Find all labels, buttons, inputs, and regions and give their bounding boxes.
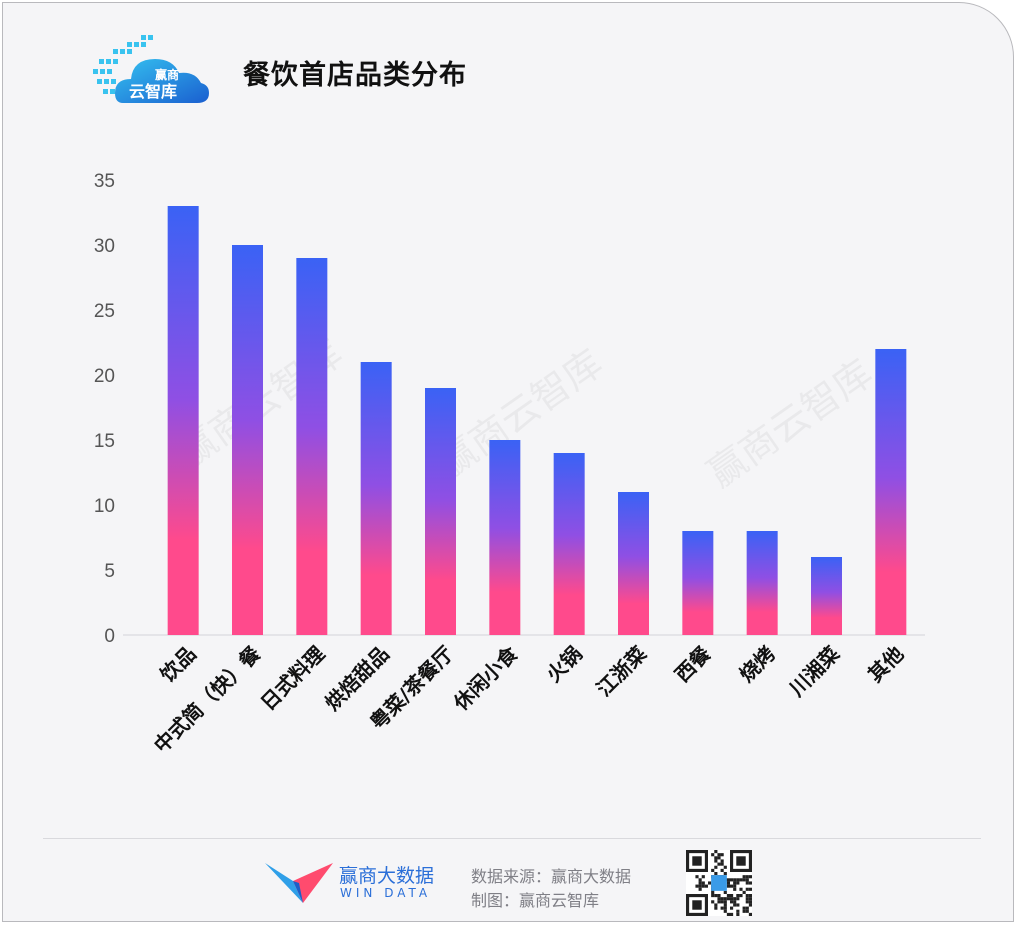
x-tick-label: 烧烤 <box>734 642 779 687</box>
data-source: 数据来源：赢商大数据 <box>471 867 632 886</box>
y-tick-label: 5 <box>104 561 115 582</box>
windata-logo <box>265 863 333 903</box>
bar <box>489 440 521 635</box>
yingshang-cloud-logo: 赢商 云智库 <box>93 35 209 103</box>
x-tick-label: 火锅 <box>541 642 586 687</box>
bar <box>811 557 842 635</box>
y-tick-label: 35 <box>94 171 115 192</box>
made-by: 制图：赢商云智库 <box>471 891 600 910</box>
brand-name: 赢商大数据 <box>339 865 435 887</box>
logo-text-line2: 云智库 <box>129 82 177 101</box>
bar <box>296 258 328 635</box>
x-tick-label: 川湘菜 <box>784 642 844 702</box>
x-tick-label: 日式料理 <box>256 642 330 716</box>
bar <box>875 349 907 635</box>
bar <box>232 245 263 635</box>
bar <box>682 531 714 635</box>
bar <box>360 362 392 635</box>
x-tick-label: 休闲小食 <box>448 641 523 716</box>
bar <box>618 492 649 635</box>
qr-code-icon <box>686 850 752 916</box>
bar <box>553 453 585 635</box>
y-tick-label: 25 <box>94 301 115 322</box>
y-tick-label: 30 <box>94 236 115 257</box>
bar <box>425 388 456 635</box>
x-tick-label: 江浙菜 <box>592 642 651 701</box>
x-tick-label: 西餐 <box>670 641 716 687</box>
logo-text-line1: 赢商 <box>155 67 179 82</box>
y-tick-label: 15 <box>94 431 115 452</box>
footer-divider <box>43 838 981 839</box>
y-tick-label: 0 <box>104 626 115 647</box>
y-tick-label: 20 <box>94 366 115 387</box>
chart-title: 餐饮首店品类分布 <box>243 60 467 91</box>
x-tick-label: 饮品 <box>155 642 201 688</box>
bar <box>746 531 778 635</box>
brand-en: WIN DATA <box>340 886 432 900</box>
y-tick-label: 10 <box>94 496 115 517</box>
x-tick-label: 其他 <box>863 642 908 687</box>
bar <box>167 206 199 635</box>
chart-card: 赢商 云智库 餐饮首店品类分布 赢商云智库 赢商云智库 赢商云智库 051015… <box>2 2 1014 922</box>
